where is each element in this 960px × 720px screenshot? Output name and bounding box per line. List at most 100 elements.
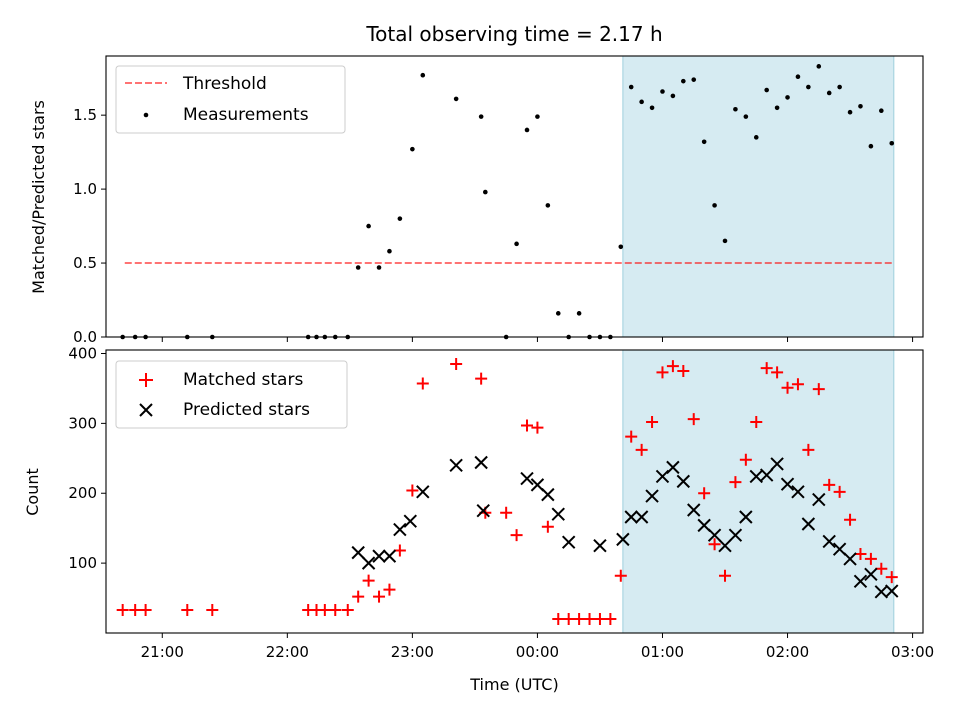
measurement-point [453,96,459,102]
measurement-point [535,114,540,119]
matched-point [450,357,463,370]
matched-point [750,415,763,428]
counts-x-axis: 21:00 22:00 23:00 00:00 01:00 02:00 03:00 [141,633,934,661]
measurement-point [555,311,561,316]
matched-point [635,443,648,456]
x-tick-label: 22:00 [266,643,309,661]
x-tick-label: 00:00 [516,643,559,661]
legend-threshold-label: Threshold [182,74,267,94]
ratio-legend-frame [115,65,346,134]
measurement-point [868,143,874,149]
y-tick-label: 1.5 [73,106,97,124]
predicted-point [676,474,691,489]
matched-point [531,421,544,434]
predicted-point [593,538,607,553]
legend-matched-label: Matched stars [183,370,303,390]
y-tick-label: 300 [68,414,97,432]
legend-measurements-swatch [143,112,149,118]
matched-point [833,485,846,498]
predicted-point [707,528,722,542]
matched-point [341,603,354,616]
matched-point [791,378,804,391]
predicted-point [697,518,711,533]
measurement-point [483,189,488,195]
matched-point [802,443,815,456]
predicted-point [822,534,836,549]
predicted-point [687,503,701,517]
measurement-point [618,244,624,250]
y-tick-label: 100 [68,554,97,572]
matched-point [666,360,679,373]
matched-point [318,603,331,616]
measurement-point [524,127,530,133]
matched-point [875,562,888,575]
measurement-point [681,78,686,84]
legend-matched-swatch [139,373,153,387]
counts-legend: Matched stars Predicted stars [115,360,348,429]
measurement-point [889,140,895,146]
matched-point [614,569,627,582]
predicted-point [770,457,784,471]
matched-point [771,366,784,379]
matched-point [729,476,742,489]
measurement-point [639,99,644,105]
matched-point [541,520,554,533]
matched-point [593,613,606,626]
predicted-point [780,477,795,491]
matched-point [393,544,406,557]
predicted-point [393,522,407,537]
matched-point [625,430,638,443]
matched-point [739,453,752,466]
matched-point [656,366,669,379]
measurement-point [795,74,801,80]
predicted-point [728,528,743,542]
predicted-point [634,510,649,524]
matched-point [698,487,711,500]
matched-point [864,552,877,565]
measurement-point [387,248,392,254]
measurement-point [847,109,853,115]
matched-point [552,613,565,626]
ratio-shaded-region [622,55,895,338]
ratio-x-axis [161,337,914,342]
predicted-point [351,545,365,560]
matched-point [562,613,575,626]
predicted-point [561,535,576,549]
matched-point [604,613,617,626]
predicted-point [372,549,386,563]
matched-point [406,484,419,497]
matched-point [760,362,773,375]
matched-point [416,377,429,390]
ratio-plot-area [120,64,895,340]
y-tick-label: 0.0 [73,328,97,346]
x-tick-label: 21:00 [141,643,184,661]
matched-point [129,603,142,616]
predicted-point [666,460,680,475]
matched-point [373,590,386,603]
measurement-point [858,103,863,109]
counts-y-axis-label: Count [23,468,42,516]
x-tick-label: 02:00 [766,643,809,661]
measurement-point [774,105,780,111]
predicted-point [645,489,659,503]
matched-point [206,603,219,616]
measurement-point [701,139,707,145]
legend-predicted-label: Predicted stars [183,400,310,420]
measurement-point [722,238,728,244]
matched-point [844,513,857,526]
matched-point [823,478,836,491]
matched-point [116,603,129,616]
measurement-point [753,135,759,140]
predicted-point [382,549,397,563]
y-tick-label: 400 [68,344,97,362]
predicted-point [520,471,534,486]
predicted-point [551,507,565,521]
x-tick-label: 23:00 [391,643,434,661]
matched-point [139,603,152,616]
counts-plot-area [116,357,899,626]
predicted-point [541,487,555,502]
predicted-point [530,478,545,492]
legend-predicted-swatch [139,403,153,417]
matched-point [329,603,342,616]
matched-point [854,548,867,561]
